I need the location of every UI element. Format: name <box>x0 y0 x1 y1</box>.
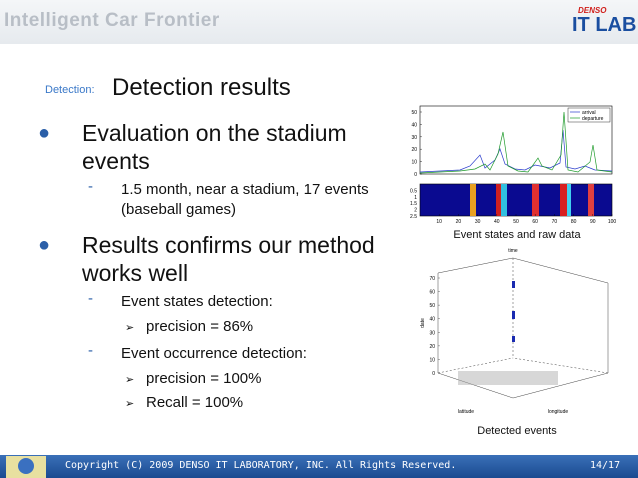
legend-label: arrival <box>582 110 596 116</box>
y-tick-label: 10 <box>411 160 417 166</box>
x-tick-label: 100 <box>608 219 617 225</box>
sub-text: Event states detection: <box>121 293 273 310</box>
item-text: precision = 100% <box>146 370 262 387</box>
y2-tick-label: 2 <box>414 208 417 214</box>
sub-dash: - <box>88 290 93 307</box>
y2-tick-label: 1.5 <box>410 201 417 207</box>
bullet-text: Evaluation on the stadium events <box>82 120 347 174</box>
y2-tick-label: 0.5 <box>410 188 417 194</box>
z-tick-label: 40 <box>429 317 435 323</box>
z-axis-label: date <box>420 318 426 328</box>
arrow-bullet: ➢ <box>125 374 135 386</box>
event-marks <box>512 281 515 342</box>
slide-title: Detection results <box>112 74 291 101</box>
state-bands <box>470 184 594 216</box>
x-tick-label: 30 <box>475 219 481 225</box>
y-tick-label: 20 <box>411 147 417 153</box>
x-tick-label: 80 <box>571 219 577 225</box>
logo-text: IT LAB <box>572 14 637 36</box>
page-number: 14/17 <box>590 460 621 471</box>
figure-caption: Detected events <box>477 425 557 437</box>
item-text: precision = 86% <box>146 318 254 335</box>
bullet-dot: ● <box>38 122 51 144</box>
sub-text: 1.5 month, near a stadium, 17 events (ba… <box>121 181 369 218</box>
figure-detected-events: time date latitude longitude 70 60 50 40 30 20 10 0 <box>420 248 609 415</box>
x-tick-label: 40 <box>494 219 500 225</box>
y-tick-label: 50 <box>411 110 417 116</box>
header-band <box>0 0 638 44</box>
item-text: Recall = 100% <box>146 394 244 411</box>
z-tick-label: 50 <box>429 303 435 309</box>
sub-text: Event occurrence detection: <box>121 345 307 362</box>
y2-tick-label: 2.5 <box>410 214 417 220</box>
z-tick-label: 30 <box>429 330 435 336</box>
z-tick-label: 20 <box>429 344 435 350</box>
x-tick-label: 90 <box>590 219 596 225</box>
x-tick-label: 70 <box>552 219 558 225</box>
legend-label: departure <box>582 116 604 122</box>
z-tick-label: 0 <box>432 371 435 377</box>
bullet-text: Results confirms our method works well <box>82 232 375 286</box>
figure-caption: Event states and raw data <box>453 229 581 241</box>
arrival-line <box>419 129 613 173</box>
x-tick-label: 10 <box>436 219 442 225</box>
legend-box <box>567 107 611 123</box>
z-tick-label: 60 <box>429 290 435 296</box>
arrow-bullet: ➢ <box>125 322 135 334</box>
footer-band <box>0 455 638 478</box>
header-title: Intelligent Car Frontier <box>4 10 220 31</box>
y-tick-label: 0 <box>414 172 417 178</box>
sub-dash: - <box>88 178 93 195</box>
x-tick-label: 50 <box>513 219 519 225</box>
x-tick-label: 60 <box>532 219 538 225</box>
slide-label: Detection: <box>45 84 95 96</box>
bullet-dot: ● <box>38 234 51 256</box>
departure-line <box>419 111 613 174</box>
x-tick-label: 20 <box>456 219 462 225</box>
lower-axes <box>419 183 613 217</box>
raw-points <box>458 371 558 385</box>
z-tick-label: 70 <box>429 276 435 282</box>
sub-dash: - <box>88 342 93 359</box>
plot-title: time <box>508 248 518 254</box>
logo-brand: DENSO <box>578 6 607 15</box>
x-axis-label: latitude <box>458 409 474 415</box>
y-tick-label: 30 <box>411 135 417 141</box>
y2-tick-label: 1 <box>414 195 417 201</box>
z-tick-label: 10 <box>429 357 435 363</box>
copyright: Copyright (C) 2009 DENSO IT LABORATORY, … <box>65 460 457 471</box>
medal-icon <box>6 456 46 478</box>
y-tick-label: 40 <box>411 122 417 128</box>
arrow-bullet: ➢ <box>125 398 135 410</box>
y-axis-label: longitude <box>548 409 569 415</box>
